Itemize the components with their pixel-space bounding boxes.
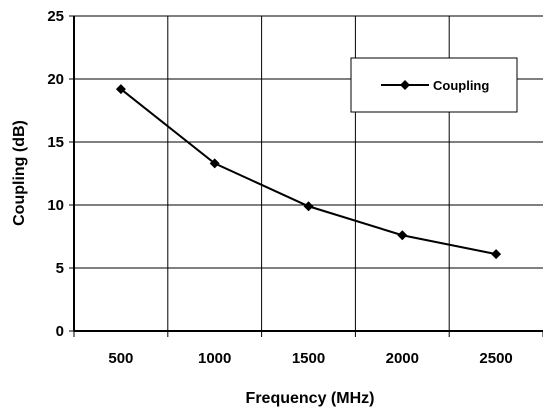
y-axis-ticks: 0 5 10 15 20 25: [47, 8, 74, 340]
legend-entry-coupling: Coupling: [433, 78, 489, 93]
legend: Coupling: [350, 57, 518, 113]
data-point: [115, 84, 126, 95]
legend-box: [350, 57, 518, 113]
y-tick-label: 20: [47, 71, 64, 88]
series-layer: [115, 84, 502, 260]
x-tick-label: 1500: [292, 350, 325, 367]
y-axis-title: Coupling (dB): [11, 120, 28, 226]
y-tick-label: 10: [47, 197, 64, 214]
axes: [73, 15, 543, 332]
y-tick-label: 15: [47, 134, 64, 151]
legend-diamond-marker: [400, 80, 410, 90]
x-axis-ticks: 500 1000 1500 2000 2500: [73, 331, 543, 367]
y-tick-label: 5: [56, 260, 64, 277]
y-tick-label: 25: [47, 8, 64, 25]
x-tick-label: 2000: [386, 350, 419, 367]
x-tick-label: 500: [108, 350, 133, 367]
y-tick-label: 0: [56, 323, 64, 340]
series-line-coupling: [120, 88, 497, 256]
data-point: [491, 249, 502, 260]
data-point: [209, 158, 220, 169]
data-point: [397, 230, 408, 241]
x-axis-title: Frequency (MHz): [246, 390, 375, 407]
x-tick-label: 1000: [198, 350, 231, 367]
x-tick-label: 2500: [479, 350, 512, 367]
data-point: [303, 201, 314, 212]
